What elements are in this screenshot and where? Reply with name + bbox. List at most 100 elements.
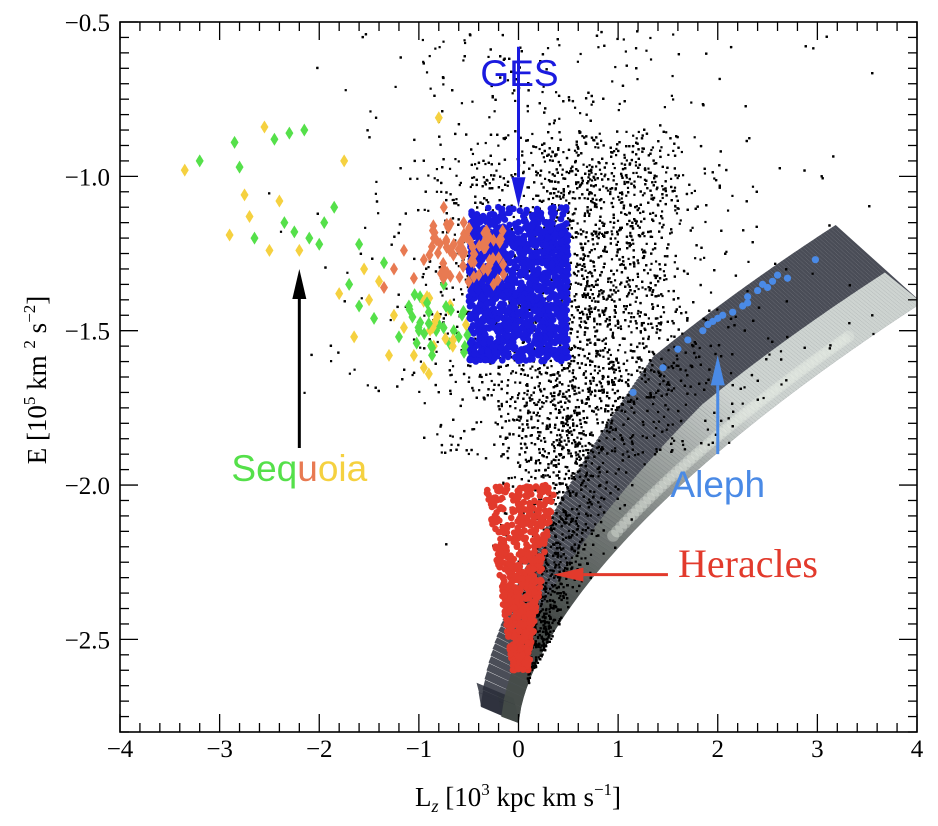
halo-star-point bbox=[751, 185, 755, 188]
halo-star-point bbox=[549, 400, 552, 404]
halo-star-point bbox=[478, 375, 481, 378]
halo-star-point bbox=[779, 350, 783, 353]
halo-star-point bbox=[519, 372, 523, 376]
density-ridge bbox=[631, 504, 644, 517]
halo-star-point bbox=[423, 208, 426, 211]
halo-star-point bbox=[647, 378, 650, 381]
halo-star-point bbox=[561, 519, 565, 522]
halo-star-point bbox=[649, 36, 652, 40]
halo-star-point bbox=[598, 132, 601, 135]
halo-star-point bbox=[558, 618, 562, 621]
density-ridge bbox=[726, 417, 739, 430]
halo-star-point bbox=[603, 346, 607, 350]
halo-star-point bbox=[611, 388, 614, 391]
halo-star-point bbox=[579, 228, 582, 231]
halo-star-point bbox=[570, 305, 573, 308]
halo-star-point bbox=[643, 235, 646, 238]
halo-star-point bbox=[729, 372, 733, 375]
halo-star-point bbox=[705, 382, 708, 385]
halo-star-point bbox=[527, 426, 530, 429]
halo-star-point bbox=[511, 418, 515, 421]
halo-star-point bbox=[594, 389, 597, 393]
halo-star-point bbox=[471, 176, 474, 179]
halo-star-point bbox=[586, 279, 589, 283]
density-core-segment bbox=[624, 487, 657, 511]
halo-star-point bbox=[576, 169, 580, 172]
halo-star-point bbox=[556, 556, 559, 559]
density-core-segment bbox=[615, 498, 647, 522]
halo-star-point bbox=[616, 240, 620, 243]
halo-star-point bbox=[543, 177, 547, 180]
halo-star-point bbox=[561, 416, 564, 419]
halo-star-point bbox=[655, 175, 658, 178]
density-core-segment bbox=[734, 376, 774, 410]
halo-star-point bbox=[523, 391, 526, 395]
halo-star-point bbox=[609, 187, 612, 191]
halo-star-point bbox=[484, 141, 487, 145]
halo-star-point bbox=[746, 290, 749, 293]
density-core-segment bbox=[874, 277, 915, 310]
halo-star-point bbox=[635, 397, 639, 400]
halo-star-point bbox=[661, 185, 664, 188]
halo-star-point bbox=[542, 476, 545, 479]
halo-star-point bbox=[558, 117, 561, 120]
halo-star-point bbox=[601, 232, 604, 236]
halo-star-point bbox=[575, 508, 579, 511]
halo-star-point bbox=[514, 99, 517, 103]
halo-star-point bbox=[648, 359, 652, 362]
halo-star-point bbox=[597, 467, 600, 470]
halo-star-point bbox=[580, 320, 583, 323]
halo-star-point bbox=[620, 162, 623, 165]
halo-star-point bbox=[525, 404, 528, 407]
halo-star-point bbox=[655, 188, 658, 191]
halo-star-point bbox=[576, 445, 579, 448]
halo-star-point bbox=[542, 156, 545, 159]
density-core-segment bbox=[547, 592, 573, 609]
halo-star-point bbox=[583, 372, 586, 375]
halo-star-point bbox=[530, 376, 533, 379]
halo-star-point bbox=[626, 359, 629, 362]
halo-star-point bbox=[581, 528, 584, 531]
halo-star-point bbox=[521, 423, 524, 426]
density-ridge bbox=[766, 386, 779, 399]
halo-star-point bbox=[630, 312, 633, 315]
halo-star-point bbox=[423, 314, 426, 317]
density-core-segment bbox=[617, 495, 649, 519]
halo-star-point bbox=[536, 426, 539, 430]
halo-star-point bbox=[675, 354, 678, 357]
halo-star-point bbox=[652, 197, 655, 200]
halo-star-point bbox=[589, 363, 592, 367]
halo-star-point bbox=[580, 557, 583, 560]
halo-star-point bbox=[551, 516, 554, 519]
halo-star-point bbox=[587, 271, 590, 275]
halo-star-point bbox=[627, 293, 630, 296]
halo-star-point bbox=[665, 278, 668, 281]
halo-star-point bbox=[530, 151, 533, 155]
halo-star-point bbox=[620, 191, 624, 194]
halo-star-point bbox=[693, 189, 697, 193]
halo-star-point bbox=[609, 190, 612, 193]
halo-star-point bbox=[541, 405, 544, 408]
halo-star-point bbox=[590, 431, 593, 434]
halo-star-point bbox=[532, 145, 536, 148]
halo-star-point bbox=[616, 408, 619, 412]
halo-star-point bbox=[568, 563, 572, 566]
density-core-segment bbox=[605, 509, 637, 532]
halo-star-point bbox=[598, 354, 602, 357]
halo-star-point bbox=[637, 130, 640, 134]
halo-star-point bbox=[557, 190, 560, 193]
density-core-segment bbox=[711, 395, 751, 428]
halo-star-point bbox=[665, 171, 668, 174]
halo-star-point bbox=[631, 435, 634, 438]
halo-star-point bbox=[526, 110, 529, 113]
halo-star-point bbox=[593, 369, 596, 372]
halo-star-point bbox=[471, 152, 475, 156]
halo-star-point bbox=[438, 46, 441, 49]
halo-star-point bbox=[674, 204, 677, 208]
density-core-segment bbox=[631, 478, 665, 504]
halo-star-point bbox=[592, 297, 596, 300]
halo-star-point bbox=[567, 384, 570, 387]
halo-star-point bbox=[344, 89, 347, 92]
halo-star-point bbox=[633, 193, 636, 196]
halo-star-point bbox=[671, 423, 674, 426]
